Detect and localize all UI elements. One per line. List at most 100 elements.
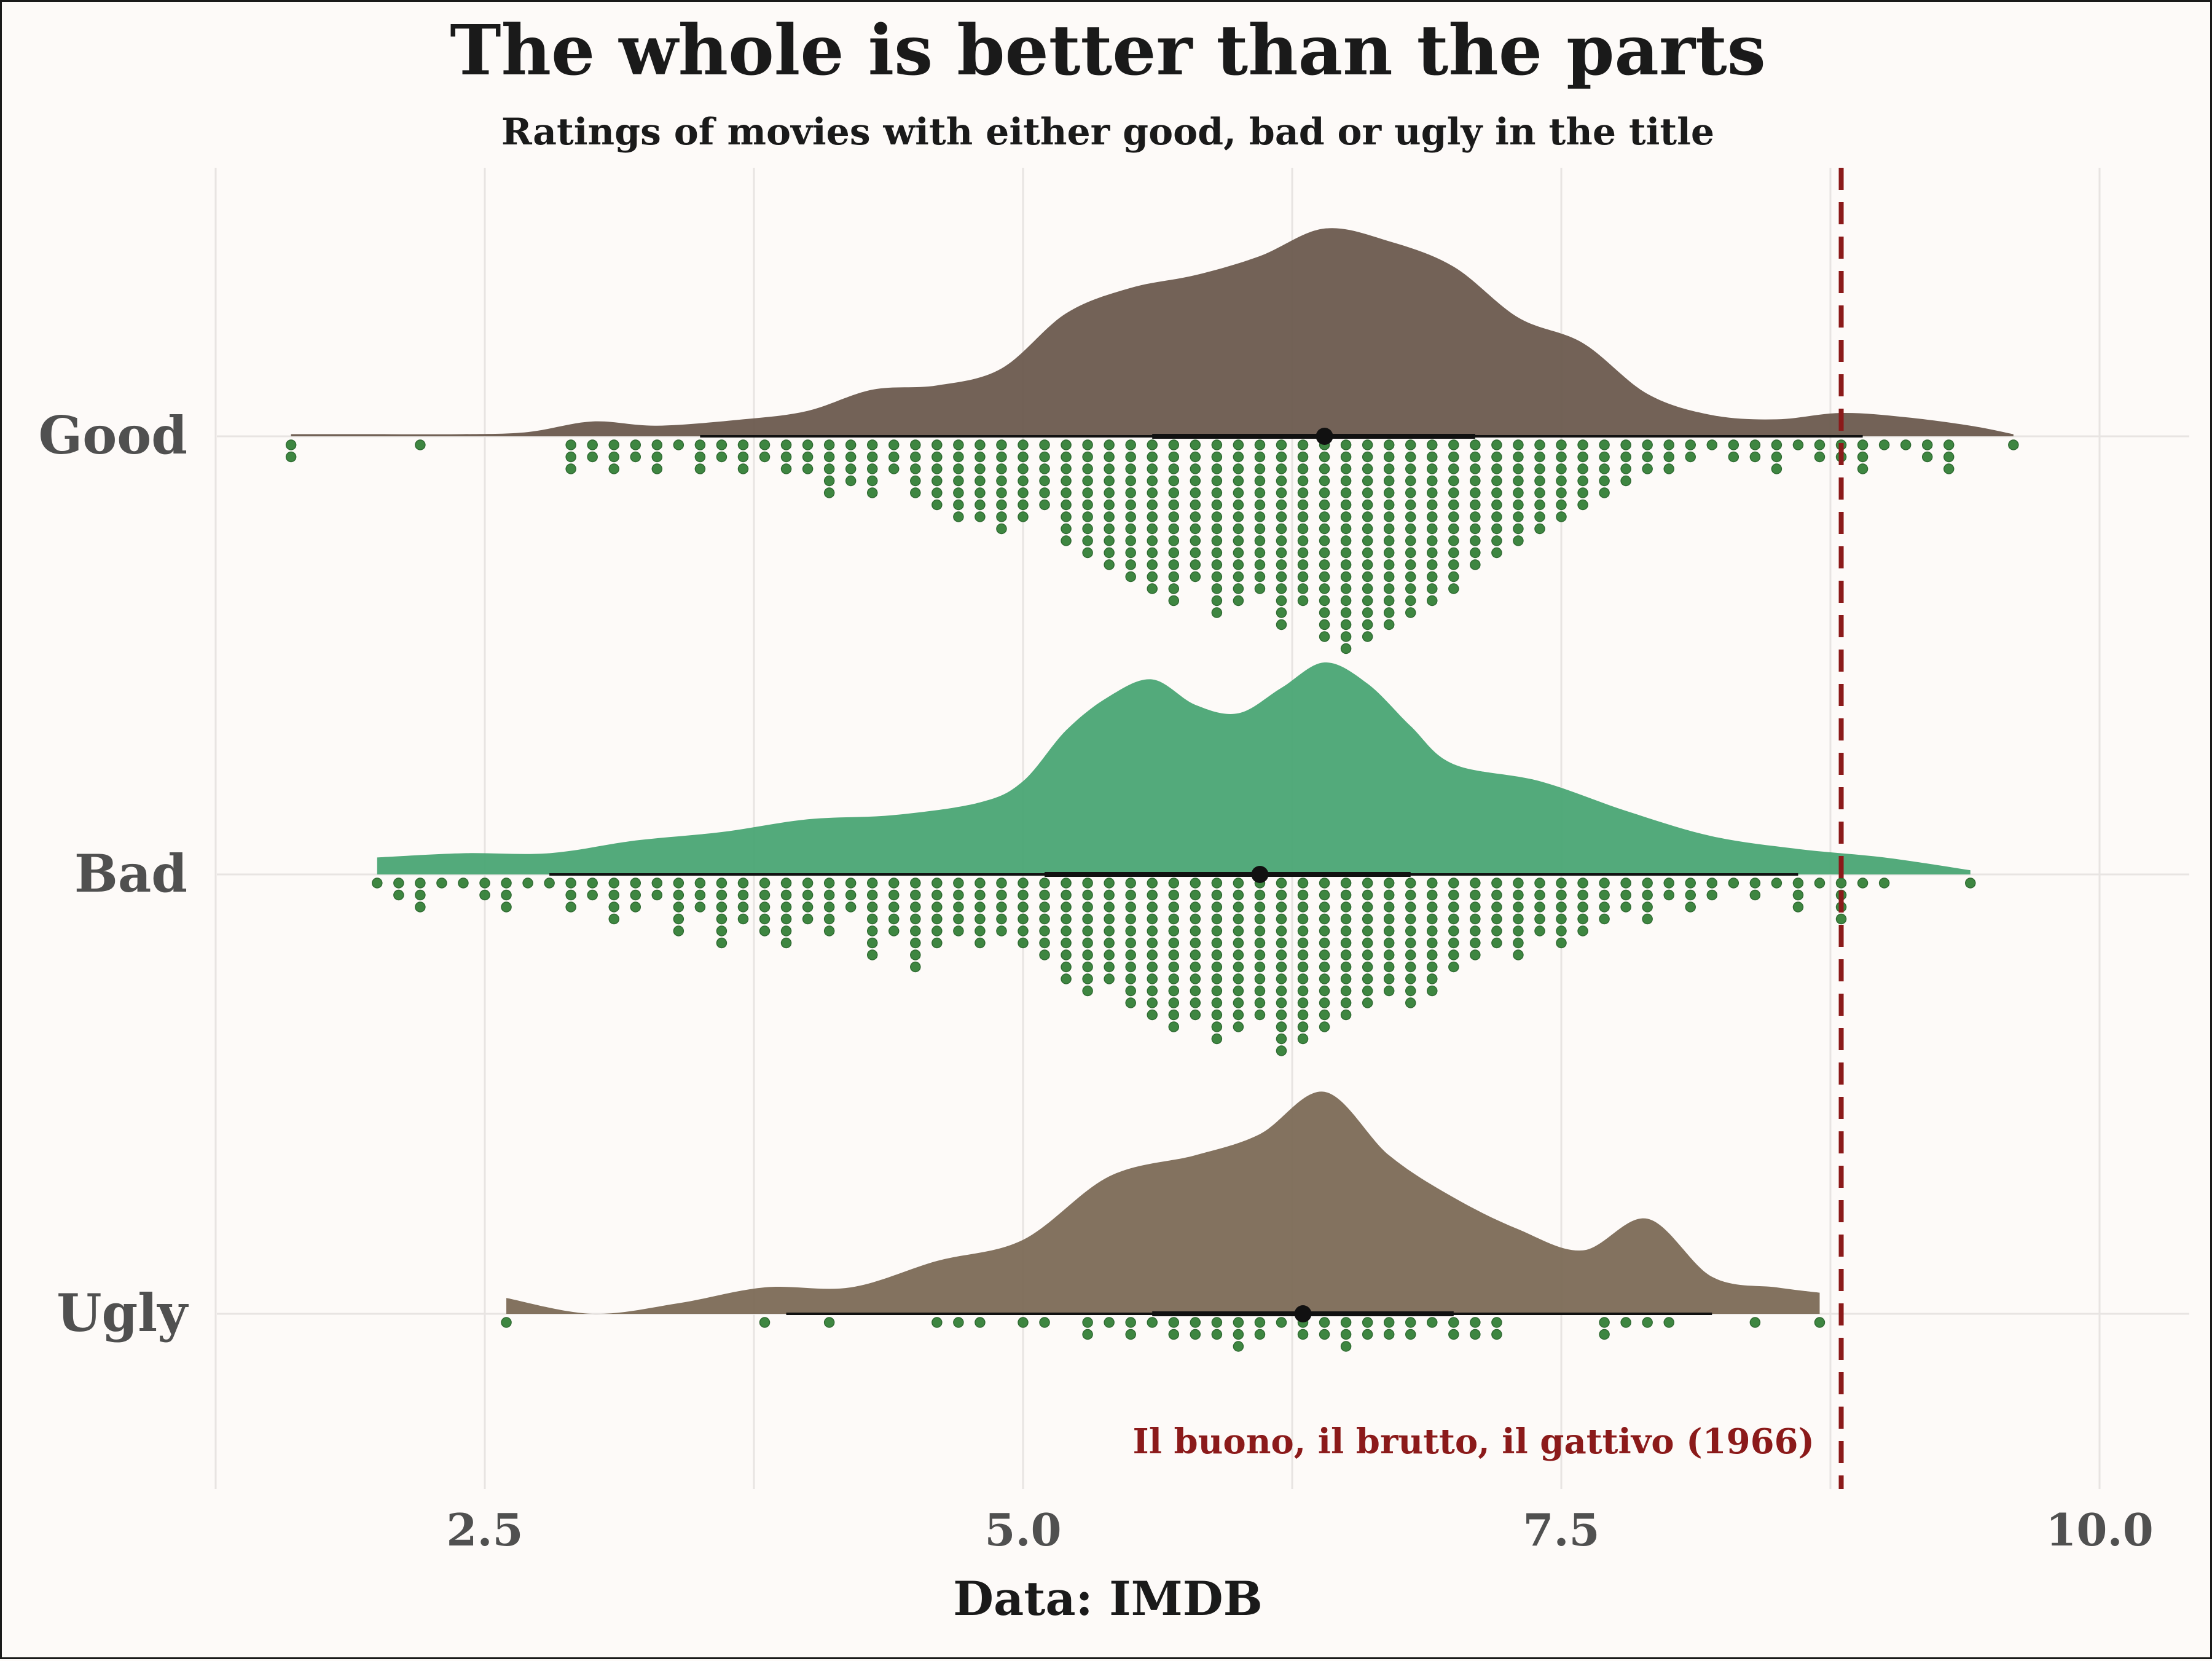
dot-bad bbox=[1728, 878, 1739, 889]
dot-bad bbox=[1104, 878, 1115, 889]
dot-bad bbox=[1211, 901, 1223, 913]
dot-good bbox=[1405, 547, 1416, 559]
dot-bad bbox=[1276, 901, 1287, 913]
dot-bad bbox=[1513, 901, 1524, 913]
dot-bad bbox=[1470, 913, 1481, 925]
dot-bad bbox=[1513, 925, 1524, 937]
dot-good bbox=[1470, 511, 1481, 522]
dot-ugly bbox=[1018, 1317, 1029, 1328]
dot-bad bbox=[565, 901, 576, 913]
dot-good bbox=[1405, 583, 1416, 594]
dot-good bbox=[1254, 583, 1266, 594]
dot-bad bbox=[1340, 997, 1352, 1008]
dot-bad bbox=[845, 901, 857, 913]
dot-good bbox=[953, 463, 964, 474]
dot-good bbox=[1340, 535, 1352, 546]
dot-ugly bbox=[1039, 1317, 1050, 1328]
x-tick-label: 2.5 bbox=[446, 1504, 523, 1556]
dot-bad bbox=[1190, 878, 1201, 889]
dot-good bbox=[1233, 583, 1244, 594]
dot-good bbox=[1190, 535, 1201, 546]
dot-bad bbox=[1147, 889, 1158, 901]
dot-good bbox=[1448, 487, 1459, 498]
dot-bad bbox=[1168, 961, 1180, 973]
dot-bad bbox=[1556, 937, 1567, 949]
dot-good bbox=[1082, 475, 1093, 487]
dot-bad bbox=[1233, 925, 1244, 937]
dot-bad bbox=[1039, 901, 1050, 913]
dot-bad bbox=[1319, 985, 1330, 997]
dot-bad bbox=[1577, 889, 1588, 901]
dot-bad bbox=[1749, 878, 1761, 889]
dot-ugly bbox=[1297, 1329, 1309, 1340]
dot-good bbox=[1921, 451, 1933, 463]
reference-line-label: Il buono, il brutto, il gattivo (1966) bbox=[1133, 1421, 1814, 1462]
dot-good bbox=[1362, 547, 1373, 559]
dot-good bbox=[1319, 571, 1330, 583]
dot-bad bbox=[1577, 925, 1588, 937]
dot-good bbox=[1513, 451, 1524, 463]
dot-bad bbox=[1233, 973, 1244, 984]
dot-good bbox=[1104, 439, 1115, 450]
dot-bad bbox=[1125, 961, 1136, 973]
dot-bad bbox=[716, 937, 728, 949]
dot-bad bbox=[1340, 901, 1352, 913]
dot-good bbox=[1427, 559, 1438, 570]
dot-bad bbox=[1211, 878, 1223, 889]
dot-good bbox=[823, 451, 835, 463]
dot-good bbox=[1233, 487, 1244, 498]
dot-ugly bbox=[1168, 1317, 1180, 1328]
dot-bad bbox=[565, 889, 576, 901]
dot-bad bbox=[1448, 925, 1459, 937]
dot-good bbox=[1491, 535, 1502, 546]
dot-good bbox=[1297, 439, 1309, 450]
dot-bad bbox=[393, 878, 404, 889]
dot-ugly bbox=[1405, 1329, 1416, 1340]
dot-bad bbox=[1061, 913, 1072, 925]
dot-bad bbox=[1104, 937, 1115, 949]
dot-bad bbox=[1104, 889, 1115, 901]
dot-good bbox=[1319, 631, 1330, 642]
dot-good bbox=[1125, 535, 1136, 546]
dot-good bbox=[1190, 523, 1201, 535]
dot-good bbox=[651, 439, 663, 450]
dot-bad bbox=[1168, 973, 1180, 984]
dot-good bbox=[1749, 451, 1761, 463]
dot-good bbox=[975, 487, 986, 498]
dot-good bbox=[1018, 499, 1029, 511]
dot-good bbox=[1470, 475, 1481, 487]
dot-good bbox=[1319, 523, 1330, 535]
dot-good bbox=[1340, 619, 1352, 630]
dot-bad bbox=[1814, 878, 1826, 889]
dot-bad bbox=[1147, 949, 1158, 960]
dot-good bbox=[1082, 523, 1093, 535]
dot-bad bbox=[1018, 913, 1029, 925]
dot-bad bbox=[436, 878, 447, 889]
dot-ugly bbox=[1470, 1317, 1481, 1328]
dot-ugly bbox=[1125, 1317, 1136, 1328]
dot-good bbox=[931, 451, 943, 463]
dot-bad bbox=[931, 878, 943, 889]
dot-good bbox=[1061, 499, 1072, 511]
dot-good bbox=[1125, 451, 1136, 463]
dot-good bbox=[866, 451, 878, 463]
dot-bad bbox=[651, 878, 663, 889]
dot-bad bbox=[953, 889, 964, 901]
dot-good bbox=[1620, 463, 1631, 474]
dot-good bbox=[975, 511, 986, 522]
dot-good bbox=[737, 463, 749, 474]
dot-bad bbox=[1276, 878, 1287, 889]
dot-good bbox=[1427, 595, 1438, 607]
dot-bad bbox=[1491, 889, 1502, 901]
dot-good bbox=[996, 451, 1007, 463]
dot-bad bbox=[1125, 889, 1136, 901]
dot-bad bbox=[1642, 901, 1653, 913]
dot-ugly bbox=[1663, 1317, 1674, 1328]
dot-bad bbox=[953, 925, 964, 937]
dot-good bbox=[1276, 499, 1287, 511]
dot-good bbox=[1491, 523, 1502, 535]
dot-good bbox=[1900, 439, 1912, 450]
dot-good bbox=[565, 439, 576, 450]
dot-good bbox=[1405, 571, 1416, 583]
dot-ugly bbox=[1383, 1329, 1395, 1340]
